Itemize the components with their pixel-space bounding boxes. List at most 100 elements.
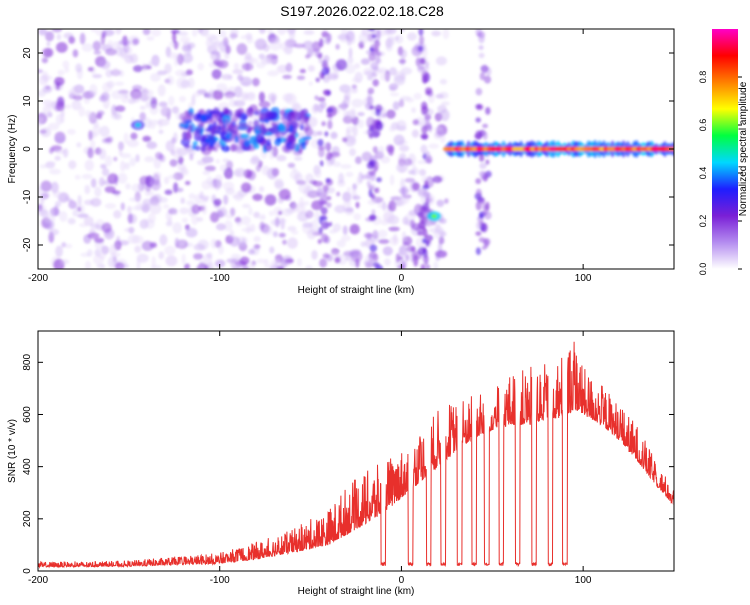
spectrogram-cell bbox=[334, 205, 346, 214]
spectrogram-cell bbox=[345, 255, 353, 261]
spectrogram-cell bbox=[44, 214, 56, 224]
spectrogram-cell bbox=[326, 90, 331, 96]
y-tick-label: 200 bbox=[22, 510, 33, 527]
spectrogram-cell bbox=[77, 194, 82, 207]
spectrogram-cell bbox=[191, 94, 196, 107]
spectrogram-cell bbox=[100, 264, 106, 269]
colorbar-tick-label: 0.4 bbox=[698, 167, 708, 180]
spectrogram-cell bbox=[361, 174, 369, 180]
spectrogram-cell bbox=[478, 237, 486, 243]
spectrogram-cell bbox=[262, 225, 273, 236]
spectrogram-cell bbox=[367, 75, 373, 81]
spectrogram-cell bbox=[421, 254, 430, 263]
spectrogram-cell bbox=[222, 158, 230, 163]
spectrogram-cell bbox=[406, 97, 415, 103]
spectrogram-cell bbox=[253, 236, 261, 243]
spectrogram-cell bbox=[428, 227, 440, 233]
spectrogram-cell bbox=[351, 98, 364, 108]
spectrogram-cell bbox=[264, 194, 277, 206]
spectrogram-cell bbox=[435, 56, 447, 66]
spectrogram-cell bbox=[362, 67, 373, 77]
spectrogram-cell bbox=[351, 84, 357, 90]
spectrogram-cell bbox=[164, 245, 176, 256]
spectrogram-cell bbox=[386, 144, 395, 153]
spectrogram-cell bbox=[124, 162, 130, 170]
spectrogram-cell bbox=[444, 198, 449, 204]
spectrogram-cell bbox=[226, 160, 233, 170]
spectrogram-cell bbox=[388, 226, 400, 232]
spectrogram-cell bbox=[368, 253, 376, 262]
spectrogram-cell bbox=[236, 221, 243, 227]
spectrogram-cell bbox=[249, 135, 258, 145]
spectrogram-cell bbox=[305, 265, 313, 269]
spectrogram-cell bbox=[371, 209, 376, 216]
spectrogram-cell bbox=[196, 133, 201, 141]
spectrogram-cell bbox=[312, 48, 320, 53]
spectrogram-cell bbox=[131, 183, 142, 192]
spectrogram-cell bbox=[304, 123, 311, 131]
spectrogram-cell bbox=[81, 173, 93, 180]
spectrogram-cell bbox=[40, 180, 52, 192]
spectrogram-cell bbox=[54, 135, 66, 143]
spectrogram-cell bbox=[375, 121, 384, 131]
spectrogram-cell bbox=[55, 245, 63, 258]
spectrogram-cell bbox=[165, 255, 178, 267]
spectrogram-cell bbox=[151, 256, 156, 268]
spectrogram-cell bbox=[326, 113, 333, 118]
spectrogram-cell bbox=[422, 153, 427, 160]
spectrogram-cell bbox=[306, 229, 317, 240]
spectrogram-cell bbox=[302, 222, 314, 229]
spectrogram-cell bbox=[196, 159, 208, 166]
spectrogram-cell bbox=[218, 244, 224, 255]
x-tick-label: -100 bbox=[210, 575, 230, 586]
spectrogram-cell bbox=[417, 65, 425, 71]
spectrogram-cell bbox=[366, 180, 371, 187]
spectrogram-cell bbox=[100, 163, 107, 169]
spectrogram-cell bbox=[419, 57, 426, 65]
spectrogram-cell bbox=[485, 107, 491, 115]
spectrogram-cell bbox=[475, 178, 482, 185]
spectrogram-cell bbox=[38, 121, 42, 128]
spectrogram-cell bbox=[135, 202, 143, 211]
spectrogram-cell bbox=[482, 64, 488, 75]
spectrogram-cell bbox=[399, 193, 410, 205]
spectrogram-cell bbox=[157, 84, 166, 97]
colorbar-tick-label: 0.0 bbox=[698, 263, 708, 276]
spectrogram-cell bbox=[332, 161, 342, 168]
spectrogram-cell bbox=[411, 182, 421, 191]
spectrogram-cell bbox=[369, 214, 377, 222]
spectrogram-cell bbox=[282, 74, 292, 80]
spectrogram-cell bbox=[478, 170, 486, 177]
spectrogram-cell bbox=[326, 151, 333, 161]
spectrogram-cell bbox=[278, 232, 286, 238]
spectrogram-cell bbox=[345, 110, 356, 119]
spectrogram-cell bbox=[49, 207, 60, 217]
spectrogram-cell bbox=[361, 151, 372, 162]
spectrogram-cell bbox=[214, 259, 226, 268]
spectrogram-cell bbox=[120, 153, 132, 159]
spectrogram-cell bbox=[181, 44, 192, 52]
spectrogram-cell bbox=[299, 123, 304, 131]
spectrogram-cell bbox=[413, 92, 422, 100]
spectrogram-cell bbox=[194, 145, 201, 151]
spectrogram-cell bbox=[368, 105, 375, 110]
spectrogram-cell bbox=[247, 120, 253, 126]
spectrogram-cell bbox=[173, 40, 179, 50]
spectrogram-cell bbox=[312, 130, 318, 137]
spectrogram-cell bbox=[433, 261, 439, 269]
spectrogram-cell bbox=[440, 134, 446, 144]
spectrogram-cell bbox=[392, 101, 400, 111]
spectrogram-cell bbox=[477, 196, 484, 203]
spectrogram-cell bbox=[400, 29, 405, 33]
spectrogram-cell bbox=[61, 242, 67, 248]
spectrogram-cell bbox=[234, 167, 246, 178]
spectrogram-cell bbox=[280, 115, 290, 124]
spectrogram-cell bbox=[399, 152, 407, 160]
spectrogram-cell bbox=[321, 233, 328, 243]
spectrogram-cell bbox=[225, 187, 235, 195]
spectrogram-cell bbox=[223, 167, 234, 179]
spectrogram-cell bbox=[118, 141, 124, 151]
spectrogram-cell bbox=[79, 204, 85, 214]
spectrogram-cell bbox=[181, 217, 188, 223]
spectrogram-x-ticks: -200 -100 0 100 bbox=[28, 29, 592, 284]
